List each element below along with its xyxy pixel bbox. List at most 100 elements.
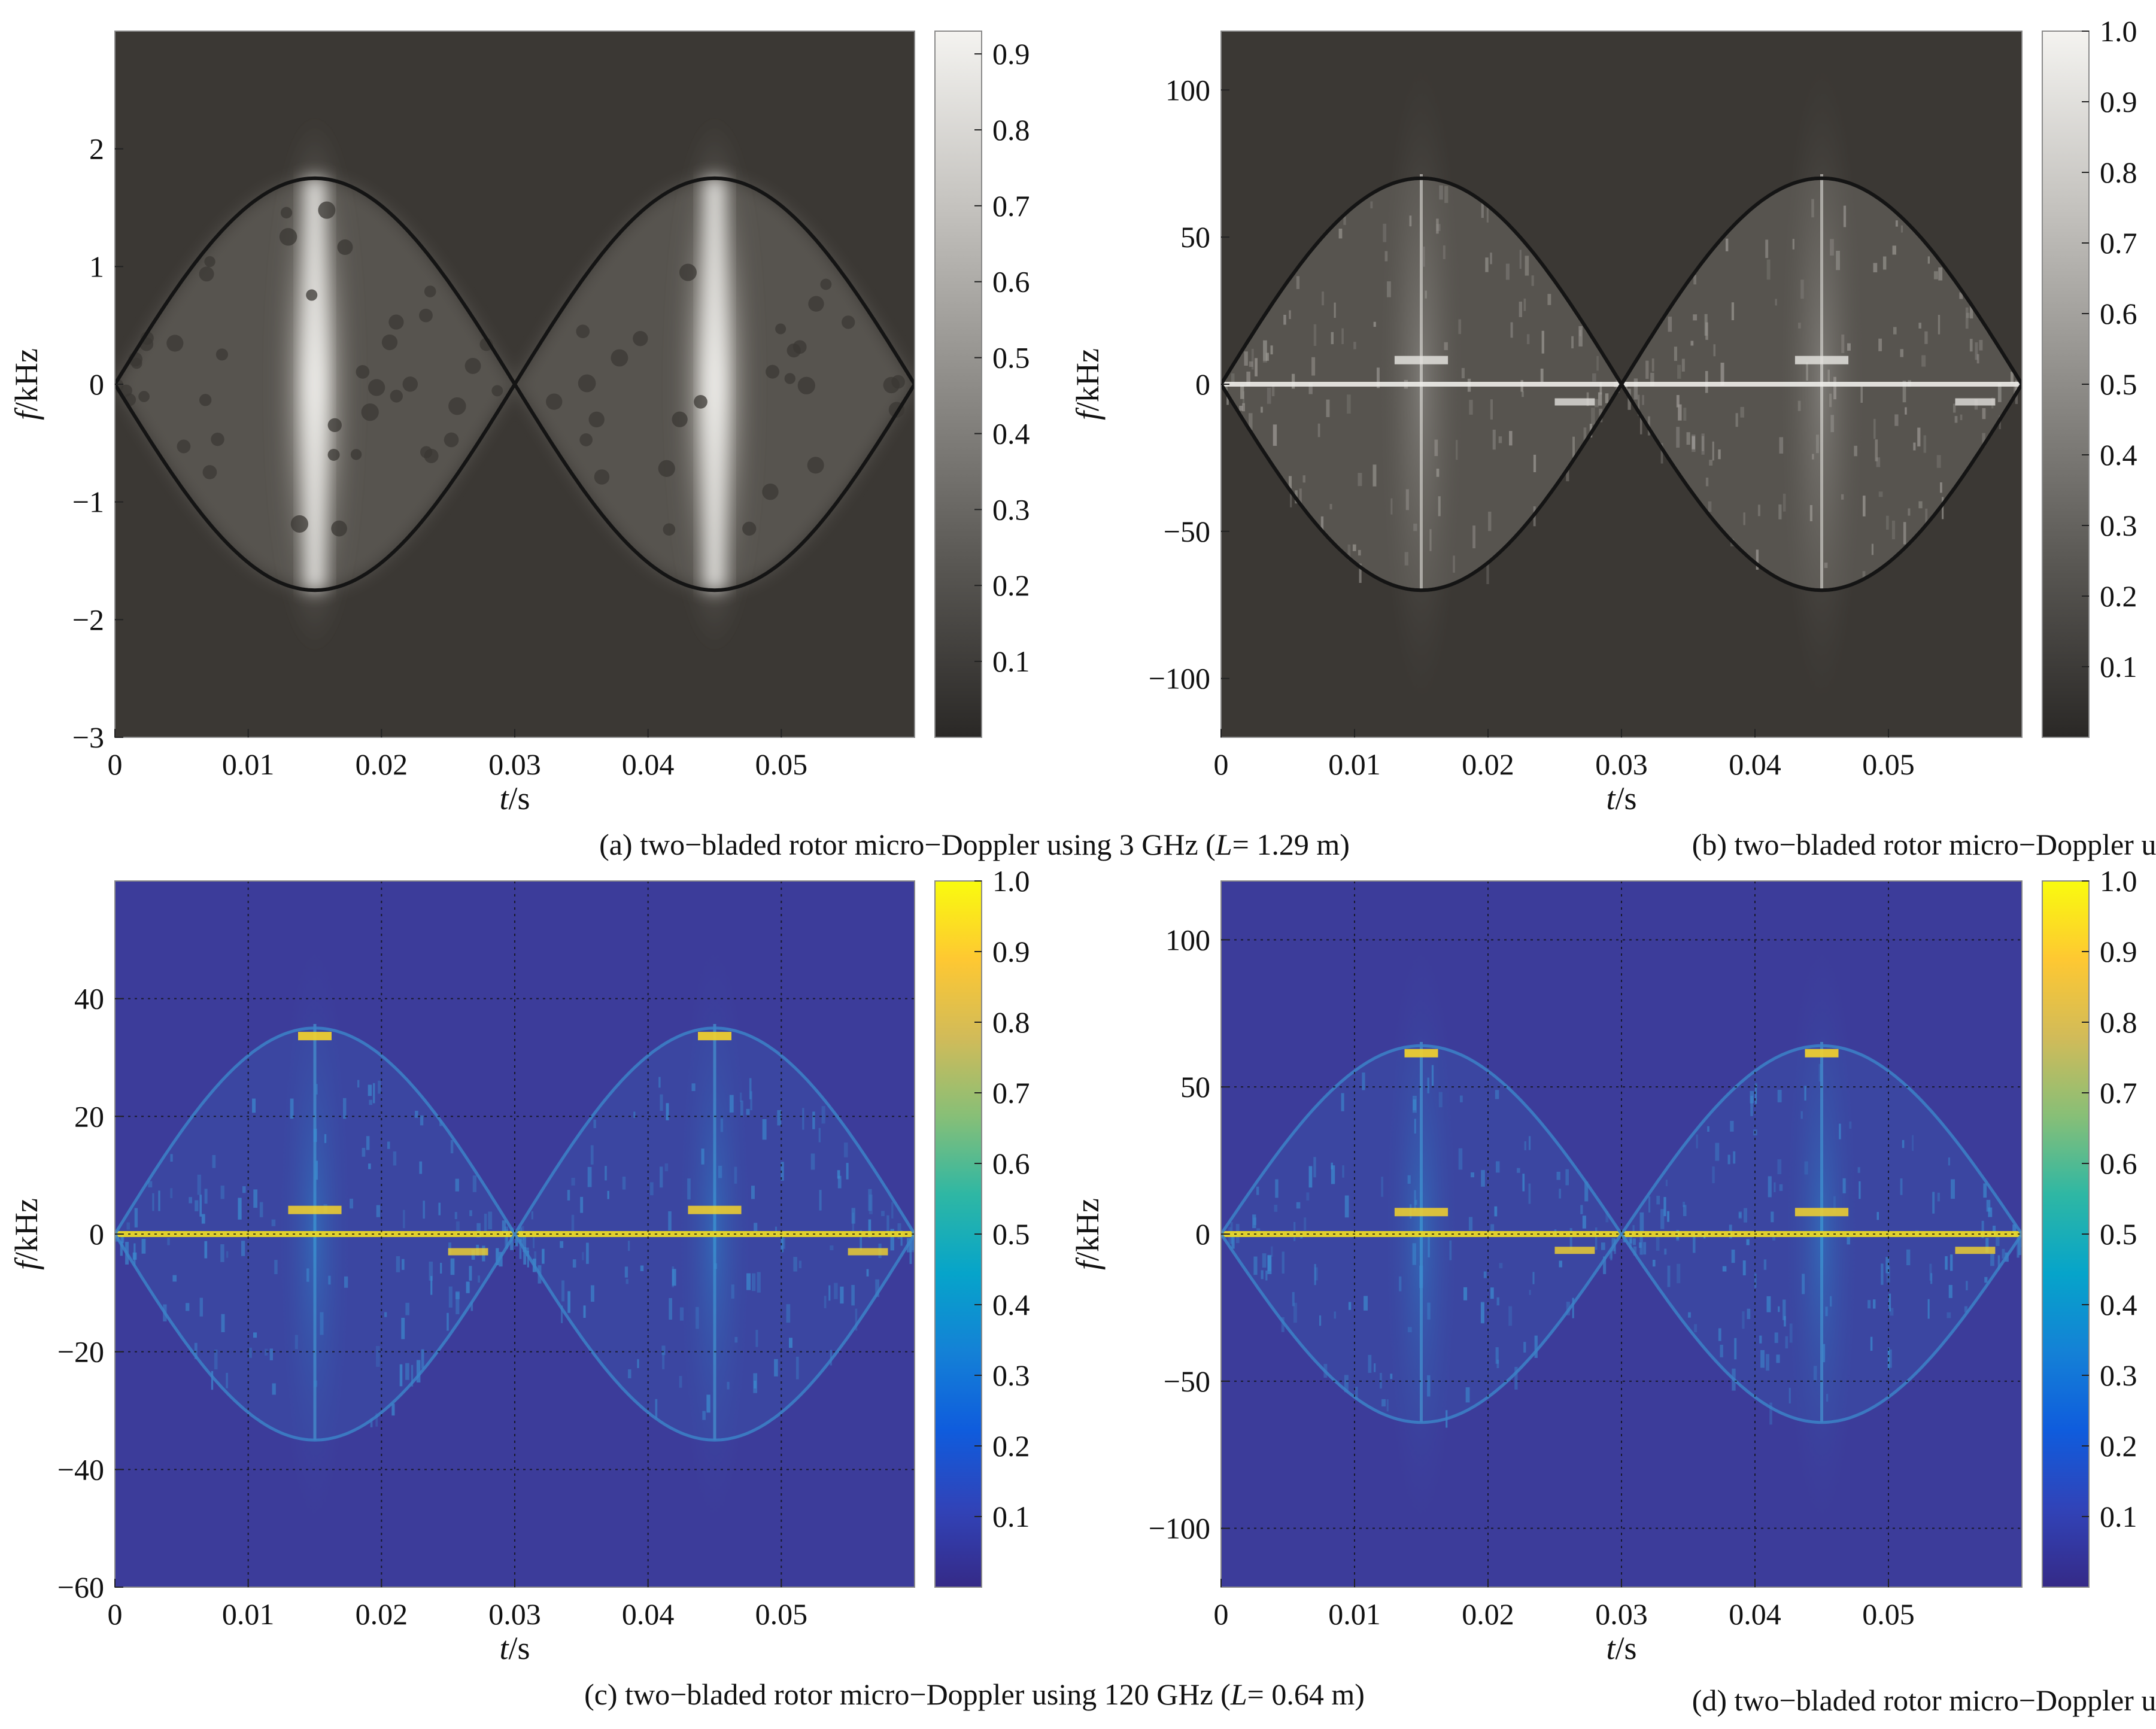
speckle (238, 1198, 242, 1220)
speckle (1665, 1180, 1668, 1187)
y-tick-label: 0 (89, 1217, 104, 1251)
y-tick-label: 1 (89, 250, 104, 283)
speckle (313, 1129, 317, 1142)
caption: (a) two−bladed rotor micro−Doppler using… (599, 828, 1350, 861)
speckle (1409, 215, 1412, 227)
speckle (679, 1376, 682, 1388)
speckle (1750, 1090, 1754, 1104)
speckle (561, 1280, 565, 1302)
speckle (419, 1161, 423, 1174)
x-tick-label: 0.01 (1328, 1597, 1381, 1631)
y-tick-label: −50 (1164, 1365, 1210, 1398)
colorbar-tick-label: 0.1 (2100, 1500, 2137, 1533)
speckle (1688, 1312, 1691, 1318)
speckle (141, 1239, 146, 1254)
speckle (1747, 1308, 1751, 1320)
speckle (1559, 1260, 1562, 1268)
speckle (421, 1349, 424, 1369)
speckle (1766, 259, 1771, 280)
speckle (607, 1190, 609, 1199)
speckle (1867, 1300, 1871, 1309)
speckle (1885, 515, 1889, 530)
speckle (1975, 342, 1978, 360)
speckle (818, 1128, 821, 1142)
interference-dot (807, 457, 824, 474)
speckle (1776, 1354, 1780, 1363)
y-tick-label: 0 (1195, 1217, 1210, 1251)
speckle (1629, 1234, 1632, 1244)
speckle (786, 1304, 791, 1323)
speckle (375, 1413, 378, 1427)
speckle (1888, 1349, 1892, 1368)
speckle (1334, 1311, 1336, 1319)
speckle (1608, 1250, 1613, 1259)
speckle (1431, 1065, 1434, 1086)
x-axis-label: t/s (1606, 1630, 1636, 1666)
speckle (1715, 1142, 1720, 1161)
speckle (1480, 1302, 1484, 1324)
speckle (1472, 525, 1475, 549)
speckle (370, 1418, 373, 1427)
speckle (1986, 1199, 1991, 1212)
speckle (1847, 343, 1851, 351)
y-tick-label: 0 (89, 367, 104, 401)
speckle (1692, 434, 1696, 452)
x-tick-label: 0.04 (622, 1597, 675, 1631)
speckle (265, 1348, 268, 1356)
speckle (488, 1211, 493, 1230)
speckle (350, 1198, 354, 1209)
speckle (120, 1241, 123, 1256)
speckle (869, 1194, 873, 1214)
speckle (1744, 1208, 1748, 1223)
speckle (1313, 1157, 1316, 1178)
speckle (1443, 245, 1446, 259)
speckle (420, 1115, 424, 1126)
hotspot (288, 1205, 342, 1214)
speckle (591, 1285, 594, 1302)
speckle (1951, 1179, 1955, 1199)
speckle (1529, 1290, 1531, 1295)
speckle (1979, 339, 1983, 351)
speckle (1918, 501, 1923, 509)
speckle (1885, 1257, 1890, 1274)
hotspot (1955, 1247, 1996, 1254)
speckle (523, 1235, 526, 1252)
interference-dot (448, 397, 466, 415)
interference-dot (588, 411, 605, 428)
speckle (757, 1272, 761, 1293)
speckle (1334, 302, 1336, 318)
speckle (1528, 1136, 1531, 1150)
x-axis-label: t/s (1606, 780, 1636, 816)
speckle (1988, 1207, 1993, 1217)
speckle (1256, 1228, 1261, 1233)
speckle (423, 1201, 425, 1219)
speckle (1690, 341, 1694, 346)
speckle (1692, 436, 1696, 449)
speckle (1960, 414, 1963, 421)
speckle (197, 1174, 201, 1195)
speckle (1809, 505, 1812, 521)
envelope-lower (1221, 1231, 2022, 1424)
speckle (1490, 399, 1493, 420)
caption: (d) two−bladed rotor micro−Doppler using… (1692, 1684, 2156, 1717)
speckle (1720, 363, 1724, 385)
speckle (391, 1403, 395, 1416)
speckle (1326, 399, 1330, 417)
speckle (1774, 1182, 1776, 1192)
speckle (655, 1399, 658, 1418)
speckle (1924, 331, 1928, 344)
speckle (860, 1230, 863, 1251)
speckle (1412, 1243, 1416, 1265)
interference-dot (290, 515, 308, 533)
speckle (1797, 400, 1801, 411)
speckle (1692, 436, 1695, 448)
speckle (881, 1211, 885, 1217)
speckle (1938, 315, 1941, 335)
speckle (751, 1273, 756, 1292)
speckle (706, 1394, 710, 1413)
speckle (1937, 1192, 1940, 1202)
speckle (666, 1103, 669, 1120)
colorbar-tick-label: 0.7 (992, 1076, 1030, 1110)
x-tick-label: 0.04 (1729, 747, 1781, 781)
speckle (1465, 1387, 1470, 1403)
